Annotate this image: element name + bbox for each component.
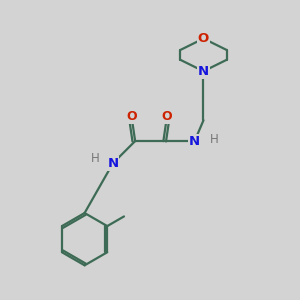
Text: H: H (91, 152, 100, 164)
Text: O: O (198, 32, 209, 45)
Text: H: H (209, 133, 218, 146)
Text: N: N (189, 135, 200, 148)
Text: O: O (162, 110, 172, 123)
Text: O: O (126, 110, 137, 123)
Text: N: N (198, 65, 209, 78)
Text: N: N (107, 157, 118, 170)
